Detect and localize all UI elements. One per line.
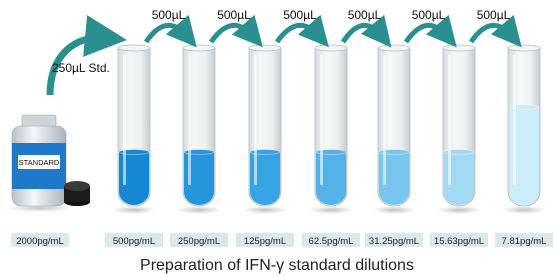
- tube: [112, 45, 156, 214]
- bottle-label: STANDARD: [19, 158, 60, 167]
- tube: [502, 45, 546, 214]
- concentration-label: 250pg/mL: [178, 236, 220, 247]
- tube: [372, 45, 416, 214]
- concentration-label: 2000pg/mL: [16, 236, 64, 247]
- concentration-label: 500pg/mL: [113, 236, 155, 247]
- transfer-arrow: [146, 25, 187, 42]
- diagram: STANDARD 250µL Std. 2000pg/mL 500pg/mL 250…: [0, 0, 554, 277]
- tube: [243, 45, 287, 214]
- tube: [437, 45, 481, 214]
- concentration-label: 125pg/mL: [244, 236, 286, 247]
- dilution-transfer: 500µL: [412, 8, 446, 22]
- concentration-label: 15.63pg/mL: [434, 236, 484, 247]
- concentration-label: 7.81pg/mL: [502, 236, 547, 247]
- dilution-transfer: 500µL: [348, 8, 382, 22]
- transfer-arrow: [471, 25, 512, 42]
- tube: [309, 45, 353, 214]
- standard-transfer: 250µL Std.: [52, 61, 110, 75]
- caption: Preparation of IFN-γ standard dilutions: [140, 257, 414, 274]
- concentration-label: 62.5pg/mL: [309, 236, 354, 247]
- transfer-arrow: [211, 25, 253, 42]
- labels: 2000pg/mL 500pg/mL 250pg/mL 125pg/mL 62.5pg/…: [11, 233, 553, 247]
- dilution-transfer: 500µL: [152, 8, 186, 22]
- dilution-transfer: 500µL: [283, 8, 317, 22]
- dilution-transfer: 500µL: [217, 8, 251, 22]
- transfer-arrow: [277, 25, 319, 42]
- tube: [177, 45, 221, 214]
- dilution-transfer: 500µL: [477, 8, 511, 22]
- concentration-label: 31.25pg/mL: [369, 236, 419, 247]
- bottle: STANDARD: [8, 115, 90, 212]
- transfer-arrow: [343, 25, 382, 42]
- transfer-arrow: [406, 25, 447, 42]
- tubes: [112, 45, 546, 214]
